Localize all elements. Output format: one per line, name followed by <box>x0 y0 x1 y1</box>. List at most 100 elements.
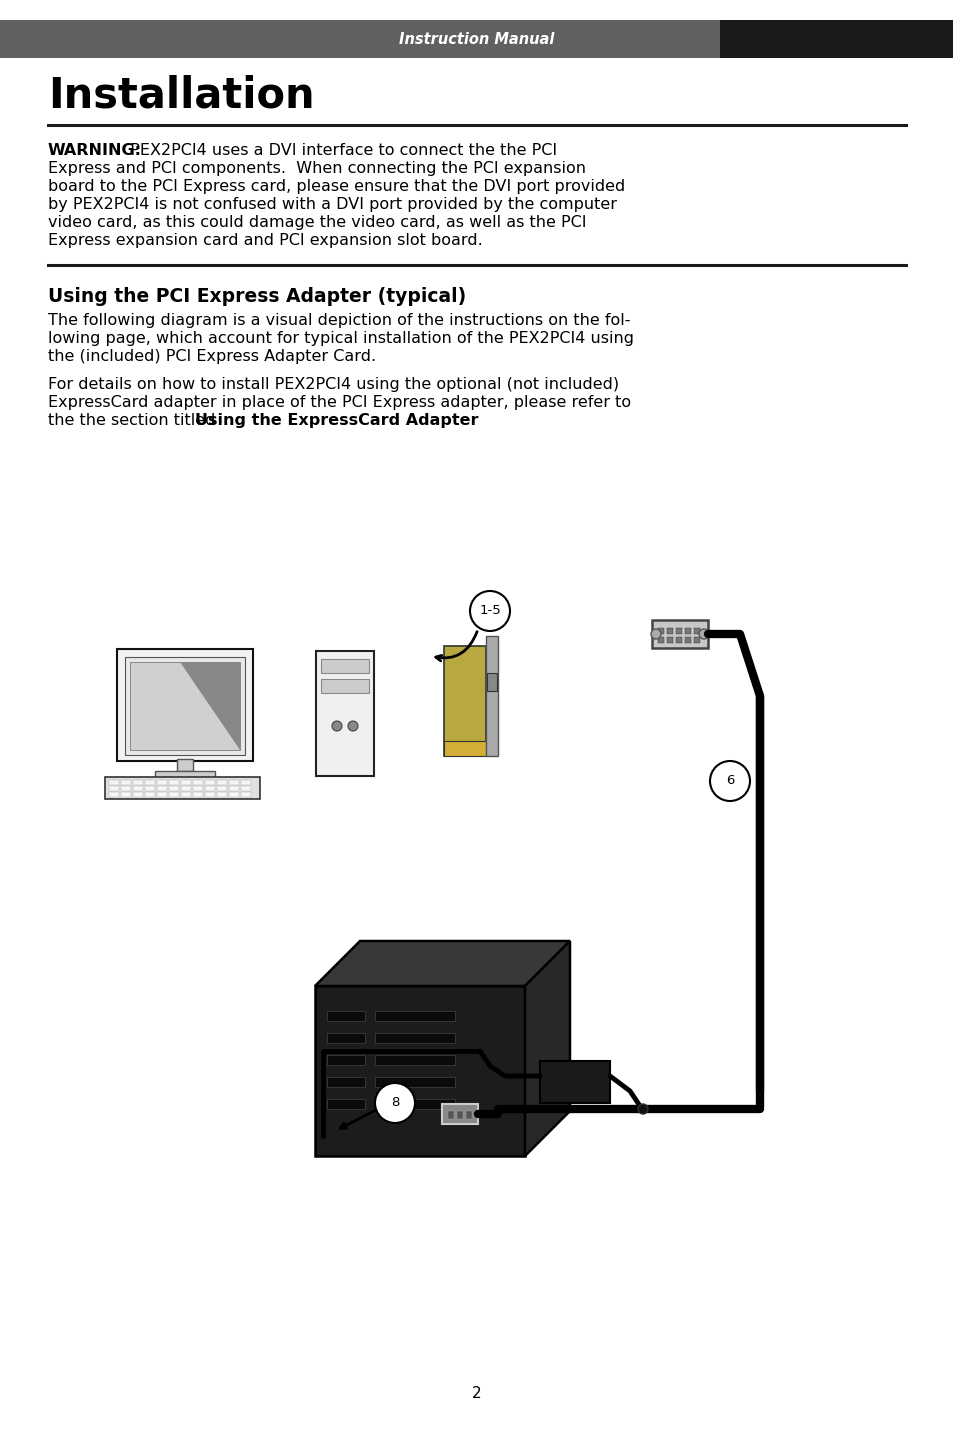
Bar <box>216 780 227 786</box>
Bar <box>676 628 681 634</box>
Text: Express and PCI components.  When connecting the PCI expansion: Express and PCI components. When connect… <box>48 162 585 176</box>
Bar <box>241 780 251 786</box>
Bar <box>169 791 179 797</box>
Bar <box>121 791 131 797</box>
Bar <box>121 786 131 791</box>
Text: PEX2PCI4 uses a DVI interface to connect the the PCI: PEX2PCI4 uses a DVI interface to connect… <box>120 143 557 157</box>
Bar <box>539 1060 609 1103</box>
Text: the the section titled: the the section titled <box>48 414 220 428</box>
Bar <box>315 651 374 776</box>
Bar <box>443 741 485 756</box>
Bar <box>105 777 260 798</box>
Bar <box>229 786 239 791</box>
Bar <box>375 1099 455 1109</box>
Bar <box>676 637 681 643</box>
Bar <box>216 786 227 791</box>
Bar <box>154 771 214 783</box>
Bar <box>485 635 497 756</box>
Bar <box>193 791 203 797</box>
Bar <box>375 1010 455 1020</box>
Bar <box>465 1110 472 1119</box>
Bar <box>169 786 179 791</box>
Bar <box>241 786 251 791</box>
Bar <box>327 1033 365 1043</box>
Bar <box>132 786 143 791</box>
Bar <box>448 1110 454 1119</box>
Bar <box>181 786 191 791</box>
Bar <box>693 628 700 634</box>
Bar <box>456 1110 462 1119</box>
Text: by PEX2PCI4 is not confused with a DVI port provided by the computer: by PEX2PCI4 is not confused with a DVI p… <box>48 197 617 212</box>
Text: Using the PCI Express Adapter (typical): Using the PCI Express Adapter (typical) <box>48 288 466 306</box>
Bar <box>229 791 239 797</box>
Bar <box>109 786 119 791</box>
Circle shape <box>470 591 510 631</box>
Bar <box>486 673 497 691</box>
Text: the (included) PCI Express Adapter Card.: the (included) PCI Express Adapter Card. <box>48 349 375 363</box>
Text: Using the ExpressCard Adapter: Using the ExpressCard Adapter <box>195 414 478 428</box>
Bar <box>320 660 369 673</box>
Bar <box>666 637 672 643</box>
Bar <box>205 786 214 791</box>
Text: board to the PCI Express card, please ensure that the DVI port provided: board to the PCI Express card, please en… <box>48 179 624 195</box>
Bar <box>651 620 707 648</box>
Text: 6: 6 <box>725 774 734 787</box>
Bar <box>441 1103 477 1123</box>
Bar <box>658 637 663 643</box>
Bar <box>241 791 251 797</box>
Bar <box>327 1078 365 1088</box>
Bar <box>205 791 214 797</box>
Bar <box>109 791 119 797</box>
Bar <box>327 1099 365 1109</box>
Circle shape <box>709 761 749 801</box>
Text: Installation: Installation <box>48 74 314 117</box>
Circle shape <box>650 630 660 640</box>
Bar <box>327 1055 365 1065</box>
Text: 2: 2 <box>472 1385 481 1401</box>
Bar <box>375 1033 455 1043</box>
Bar <box>229 780 239 786</box>
Bar <box>117 650 253 761</box>
Bar <box>443 645 485 756</box>
Text: video card, as this could damage the video card, as well as the PCI: video card, as this could damage the vid… <box>48 215 586 230</box>
Bar <box>132 791 143 797</box>
Bar <box>205 780 214 786</box>
Bar <box>693 637 700 643</box>
Bar <box>327 1010 365 1020</box>
Bar <box>121 780 131 786</box>
Bar <box>157 786 167 791</box>
Bar <box>375 1055 455 1065</box>
Bar <box>109 780 119 786</box>
Bar <box>684 628 690 634</box>
Circle shape <box>375 1083 415 1123</box>
Bar <box>157 780 167 786</box>
Circle shape <box>348 721 357 731</box>
Circle shape <box>638 1103 647 1113</box>
Bar <box>145 786 154 791</box>
Text: lowing page, which account for typical installation of the PEX2PCI4 using: lowing page, which account for typical i… <box>48 331 634 346</box>
Bar <box>177 758 193 771</box>
Text: 8: 8 <box>391 1096 398 1109</box>
Text: ExpressCard adapter in place of the PCI Express adapter, please refer to: ExpressCard adapter in place of the PCI … <box>48 395 631 411</box>
Bar <box>125 657 245 756</box>
Bar <box>720 20 953 59</box>
Bar <box>684 637 690 643</box>
Text: For details on how to install PEX2PCI4 using the optional (not included): For details on how to install PEX2PCI4 u… <box>48 376 618 392</box>
Text: Instruction Manual: Instruction Manual <box>399 31 554 46</box>
Polygon shape <box>314 942 569 986</box>
Bar <box>0 20 720 59</box>
Bar <box>216 791 227 797</box>
Bar <box>375 1078 455 1088</box>
Circle shape <box>699 630 708 640</box>
Bar <box>193 786 203 791</box>
Bar <box>181 791 191 797</box>
Circle shape <box>332 721 341 731</box>
Bar <box>314 986 524 1156</box>
Bar <box>145 791 154 797</box>
Text: WARNING:: WARNING: <box>48 143 142 157</box>
Bar <box>658 628 663 634</box>
Bar <box>157 791 167 797</box>
Bar <box>132 780 143 786</box>
Bar <box>193 780 203 786</box>
Bar <box>181 780 191 786</box>
